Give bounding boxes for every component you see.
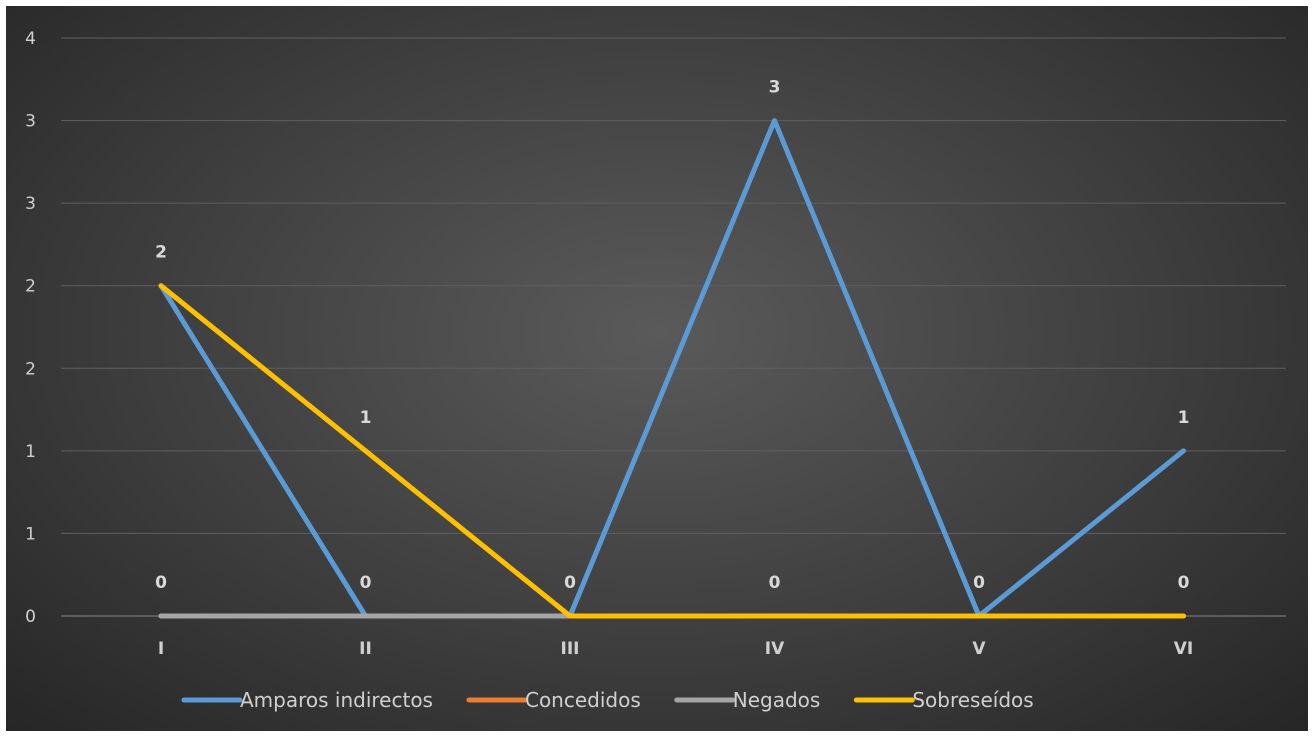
- legend-item: Amparos indirectos: [181, 688, 433, 712]
- series-line-amparos-indirectos: [158, 118, 1186, 619]
- legend: Amparos indirectos Concedidos Negados Sobre…: [181, 688, 1034, 712]
- y-tick-label: 3: [25, 194, 36, 214]
- data-label: 0: [360, 573, 372, 593]
- data-label: 0: [973, 573, 985, 593]
- series-line-sobreseídos: [158, 283, 1186, 619]
- data-label: 0: [769, 573, 781, 593]
- y-tick-label: 0: [25, 607, 36, 627]
- x-tick-label: I: [158, 639, 164, 659]
- y-tick-label: 1: [25, 524, 36, 544]
- y-tick-label: 1: [25, 442, 36, 462]
- series-lines: [158, 118, 1186, 619]
- y-tick-label: 4: [25, 29, 36, 49]
- data-label: 0: [564, 573, 576, 593]
- data-label: 2: [155, 243, 167, 263]
- legend-label: Negados: [733, 688, 821, 712]
- x-tick-label: IV: [765, 639, 785, 659]
- y-tick-label: 2: [25, 359, 36, 379]
- legend-label: Sobreseídos: [912, 688, 1033, 712]
- data-label: 1: [360, 408, 372, 428]
- y-axis-ticks: 0 1 1 2 2 3 3 4: [25, 29, 36, 627]
- legend-item: Sobreseídos: [853, 688, 1034, 712]
- data-labels: 2 0 1 0 0 3 0 0 1 0: [155, 78, 1190, 593]
- x-tick-label: VI: [1174, 639, 1193, 659]
- data-label: 0: [155, 573, 167, 593]
- x-tick-label: II: [359, 639, 372, 659]
- legend-label: Amparos indirectos: [240, 688, 433, 712]
- data-label: 3: [769, 78, 781, 98]
- legend-label: Concedidos: [525, 688, 641, 712]
- x-tick-label: III: [561, 639, 580, 659]
- y-tick-label: 2: [25, 277, 36, 297]
- data-label: 0: [1178, 573, 1190, 593]
- x-tick-label: V: [972, 639, 986, 659]
- y-tick-label: 3: [25, 112, 36, 132]
- x-axis-ticks: I II III IV V VI: [158, 639, 1193, 659]
- data-label: 1: [1178, 408, 1190, 428]
- legend-item: Negados: [674, 688, 821, 712]
- gridlines: [61, 37, 1286, 617]
- legend-item: Concedidos: [466, 688, 641, 712]
